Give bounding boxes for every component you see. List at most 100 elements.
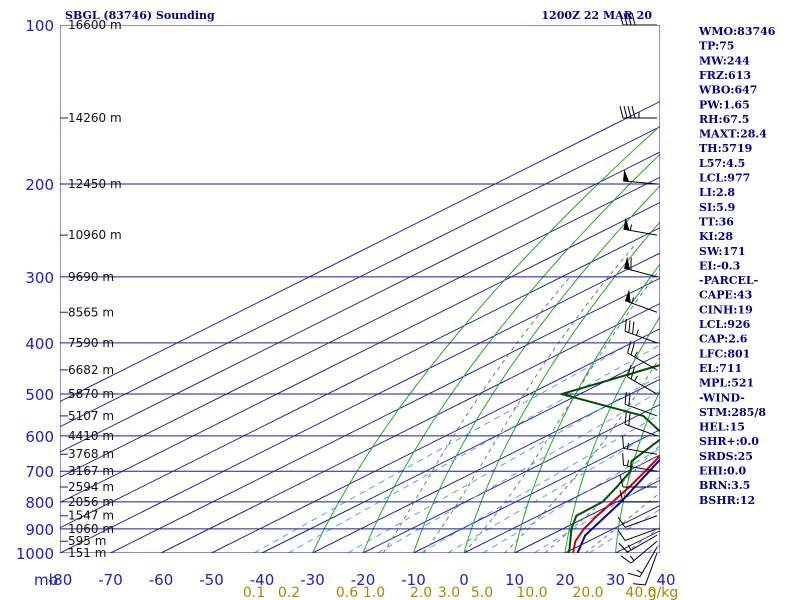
wind-barb	[627, 546, 658, 578]
isotherm-line	[160, 302, 660, 553]
index-item: SHR+:0.0	[699, 435, 759, 448]
isotherm-line	[362, 403, 660, 553]
index-item: LCL:977	[699, 172, 750, 185]
temperature-tick-label: 20	[555, 571, 574, 589]
wind-barb-half-flag	[634, 375, 638, 382]
height-label: 9690 m	[68, 270, 114, 284]
wind-barb-half-flag	[626, 443, 629, 450]
mixing-ratio-label: 40.0	[625, 585, 656, 600]
wind-barb-flag	[628, 320, 631, 333]
moist-adiabat	[463, 268, 660, 553]
wind-barb-pennant	[623, 217, 630, 231]
pressure-tick-label: 600	[25, 428, 54, 446]
index-item: TT:36	[699, 215, 734, 228]
wind-barb	[622, 452, 658, 472]
wind-barb-flag	[623, 12, 628, 26]
height-label: 16600 m	[68, 18, 122, 32]
isotherm-line	[413, 429, 660, 553]
index-item: SW:171	[699, 245, 746, 258]
wind-barb	[619, 489, 657, 503]
index-item: WMO:83746	[698, 25, 776, 38]
wind-barb-staff	[627, 352, 658, 371]
index-item: STM:285/8	[699, 406, 766, 419]
wind-barb-staff	[623, 464, 658, 472]
wind-barb-staff	[624, 403, 658, 417]
temperature-axis-labels: mb-80 -70 -60 -50 -40 -30 -20 -10 0 10 20 30 40	[34, 571, 676, 589]
wind-barb-half-flag	[636, 569, 643, 574]
temperature-tick-label: -20	[351, 571, 376, 589]
index-item: LI:2.8	[699, 186, 735, 199]
wind-barb-half-flag	[631, 297, 635, 304]
wind-barb-flag	[631, 12, 636, 26]
index-item: LFC:801	[699, 347, 750, 360]
pressure-axis-labels: 100 200 300 400 500 600 700 800 900 1000	[16, 17, 54, 563]
height-label: 6682 m	[68, 363, 114, 377]
mixing-ratio-label: 0.6	[336, 585, 358, 600]
wind-barb-staff	[623, 447, 658, 455]
wind-barb-half-flag	[635, 329, 639, 336]
wind-barb-flag	[619, 12, 624, 26]
wind-barb-staff	[623, 180, 658, 185]
mixing-ratio-label: 0.2	[278, 585, 300, 600]
height-label: 14260 m	[68, 111, 122, 125]
wind-barb	[618, 534, 658, 553]
wind-barb	[623, 217, 658, 236]
temperature-profile-line	[572, 454, 660, 553]
mixing-ratio-label: 1.0	[363, 585, 385, 600]
index-item: TP:75	[699, 40, 734, 53]
index-item: HEL:15	[699, 421, 745, 434]
wind-barb-staff	[627, 534, 658, 553]
temperature-tick-label: -60	[149, 571, 174, 589]
wind-barb-flag	[620, 555, 632, 564]
height-label: 8565 m	[68, 305, 114, 319]
wind-barb-flag	[628, 413, 631, 426]
index-item: -WIND-	[699, 391, 745, 404]
dry-adiabat	[463, 221, 660, 553]
wind-barb-staff	[624, 528, 658, 541]
isotherm-line	[60, 252, 660, 553]
temperature-tick-label: -80	[48, 571, 73, 589]
series-lines	[558, 364, 660, 553]
wind-barb	[624, 391, 658, 417]
temperature-tick-label: 30	[606, 571, 625, 589]
wind-barb-flag	[627, 572, 641, 578]
temperature-tick-label: -70	[98, 571, 123, 589]
wind-barb-flag	[619, 489, 624, 502]
index-item: MPL:521	[699, 377, 754, 390]
index-item: WBO:647	[698, 84, 757, 97]
pressure-tick-label: 500	[25, 386, 54, 404]
height-label: 10960 m	[68, 228, 122, 242]
index-item: CAPE:43	[699, 289, 752, 302]
wind-barb-half-flag	[626, 460, 629, 467]
wind-barb-staff	[624, 330, 658, 344]
wind-barb-flag	[622, 435, 625, 449]
temperature-tick-label: -50	[199, 571, 224, 589]
height-label: 1547 m	[68, 509, 114, 523]
isotherm-line	[60, 100, 660, 403]
height-label: 5107 m	[68, 409, 114, 423]
wind-barb	[633, 552, 658, 586]
wind-barb-pennant	[623, 169, 630, 182]
wind-barb-flag	[632, 321, 635, 335]
index-item: CAP:2.6	[699, 333, 748, 346]
wind-barb	[624, 411, 658, 437]
wind-barb-staff	[627, 376, 658, 395]
mixing-ratio-label: 5.0	[471, 585, 493, 600]
wind-barb-flag	[627, 12, 632, 26]
wind-barb-pennant	[625, 289, 631, 303]
wind-barb	[617, 528, 658, 541]
wind-barb-half-flag	[627, 544, 632, 551]
wind-barb-flag	[623, 105, 628, 119]
dry-adiabat	[413, 185, 660, 553]
pressure-tick-label: 200	[25, 176, 54, 194]
isotherm-line	[60, 227, 660, 529]
index-item: SRDS:25	[699, 450, 753, 463]
isotherm-line	[60, 201, 660, 504]
wind-barb-half-flag	[634, 351, 638, 358]
isotherm-line	[211, 328, 660, 553]
wind-barb	[627, 340, 658, 371]
wind-barb-flag	[619, 105, 624, 119]
pressure-tick-label: 900	[25, 521, 54, 539]
